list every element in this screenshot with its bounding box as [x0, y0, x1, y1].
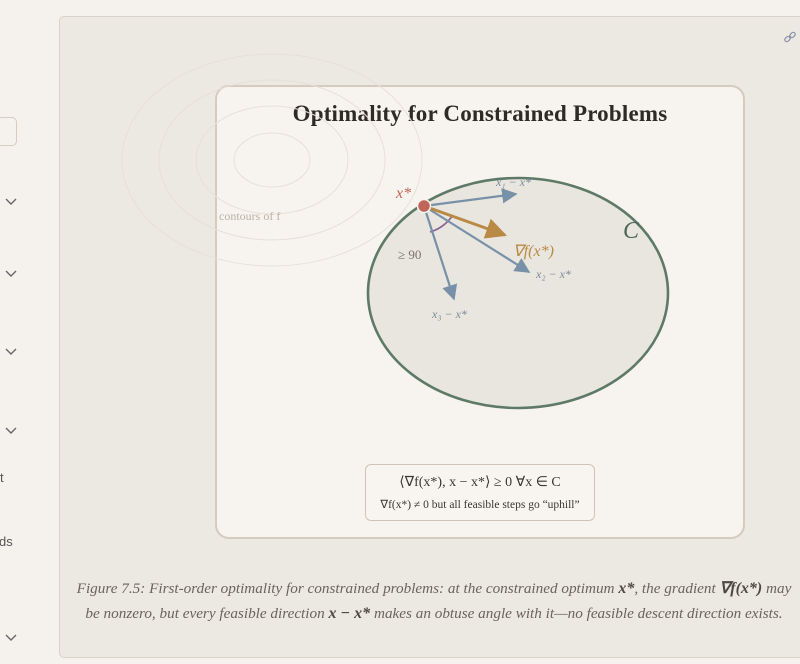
gradient-arrow: [423, 204, 507, 239]
contours-label: contours of f: [219, 209, 280, 223]
caption-text: may: [762, 580, 792, 597]
chevron-down-icon[interactable]: [5, 269, 17, 279]
angle-label: ≥ 90: [398, 247, 421, 262]
formula-box: ⟨∇f(x*), x − x*⟩ ≥ 0 ∀x ∈ C ∇f(x*) ≠ 0 b…: [365, 464, 595, 521]
sidebar: t ds: [0, 0, 58, 664]
chevron-down-icon[interactable]: [5, 633, 17, 643]
feasible-set-label: C: [623, 218, 640, 244]
contour-lines: [121, 53, 423, 267]
caption-math: ∇f(x*): [719, 580, 763, 597]
feasible-set: [366, 176, 670, 410]
x2-label: x₂ − x*: [535, 267, 571, 281]
figure-caption: Figure 7.5: First-order optimality for c…: [75, 576, 793, 626]
chevron-down-icon[interactable]: [5, 426, 17, 436]
x1-label: x₁ − x*: [495, 175, 531, 189]
direction-x1: [423, 188, 518, 208]
chevron-down-icon[interactable]: [5, 347, 17, 357]
caption-text: , the gradient: [634, 580, 720, 597]
caption-math: x − x*: [328, 605, 371, 622]
optimum-point: [416, 198, 432, 214]
sidebar-item-fragment[interactable]: t: [0, 470, 4, 485]
link-icon[interactable]: [783, 29, 797, 43]
caption-text: be nonzero, but every feasible direction: [85, 605, 329, 622]
x3-label: x₃ − x*: [431, 307, 467, 321]
caption-text: makes an obtuse angle with it—no feasibl…: [370, 605, 783, 622]
sidebar-search-input[interactable]: [0, 117, 17, 146]
optimality-condition: ⟨∇f(x*), x − x*⟩ ≥ 0 ∀x ∈ C: [399, 475, 561, 490]
optimality-note: ∇f(x*) ≠ 0 but all feasible steps go “up…: [380, 499, 580, 511]
sidebar-item-fragment[interactable]: ds: [0, 534, 13, 549]
caption-math: x*: [618, 580, 635, 597]
gradient-label: ∇f(x*): [513, 243, 554, 260]
direction-x3: [422, 205, 458, 301]
optimum-label: x*: [395, 185, 411, 202]
direction-x2: [423, 205, 531, 273]
chevron-down-icon[interactable]: [5, 197, 17, 207]
caption-text: Figure 7.5: First-order optimality for c…: [76, 580, 619, 597]
